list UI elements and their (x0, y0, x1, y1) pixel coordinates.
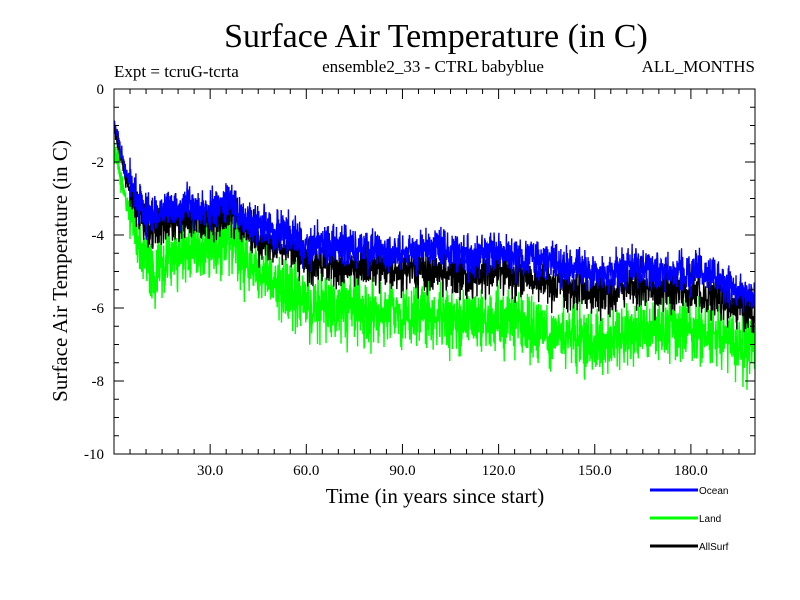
y-tick-label: -10 (84, 447, 104, 463)
y-tick-label: -4 (92, 228, 105, 244)
y-tick-label: -8 (92, 374, 105, 390)
expt-label: Expt = tcruG-tcrta (114, 62, 239, 81)
x-tick-label: 30.0 (197, 463, 223, 479)
chart-title: Surface Air Temperature (in C) (224, 18, 648, 55)
tick-layer: 30.0 60.0 90.0 120.0 150.0 180.0 0 -2 -4 -6 -8 -10 (84, 82, 755, 479)
x-tick-label: 90.0 (389, 463, 415, 479)
legend-label-land: Land (699, 514, 721, 525)
series-layer (114, 119, 755, 390)
x-tick-label: 150.0 (578, 463, 612, 479)
x-axis-label: Time (in years since start) (326, 484, 545, 508)
x-tick-label: 180.0 (674, 463, 708, 479)
y-tick-label: 0 (97, 82, 105, 98)
y-tick-label: -6 (92, 301, 105, 317)
y-axis-label: Surface Air Temperature (in C) (48, 140, 72, 402)
y-tick-label: -2 (92, 155, 105, 171)
series-line-land (114, 140, 755, 390)
period-label: ALL_MONTHS (642, 57, 755, 76)
x-tick-label: 60.0 (293, 463, 319, 479)
legend-label-allsurf: AllSurf (699, 542, 729, 553)
legend-label-ocean: Ocean (699, 486, 728, 497)
series-line-ocean (114, 119, 755, 313)
legend: Ocean Land AllSurf (650, 486, 729, 553)
chart-subtitle: ensemble2_33 - CTRL babyblue (322, 57, 544, 76)
x-tick-label: 120.0 (482, 463, 516, 479)
